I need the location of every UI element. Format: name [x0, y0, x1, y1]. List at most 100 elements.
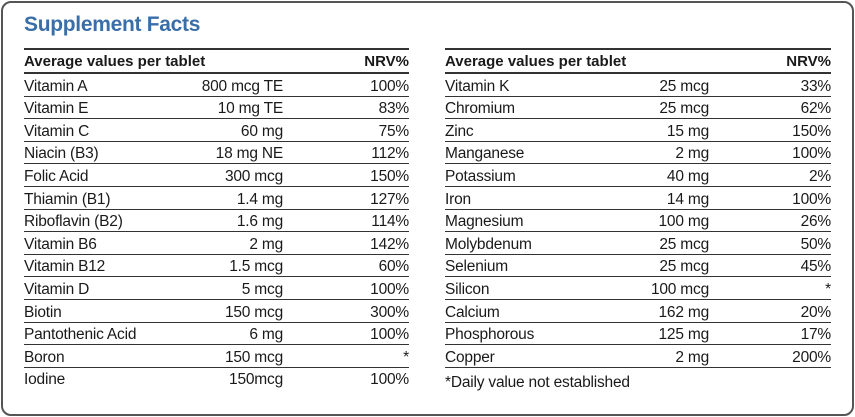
nutrient-amount: 2 mg: [675, 145, 709, 163]
nutrient-amount: 40 mg: [666, 167, 709, 185]
nutrient-nrv: 142%: [370, 235, 409, 253]
nutrient-nrv: *: [403, 348, 409, 366]
panel-title: Supplement Facts: [24, 13, 201, 36]
nutrient-nrv: 83%: [378, 100, 410, 118]
nutrient-row: Calcium 162 mg 20%: [445, 300, 831, 323]
table-header: Average values per tablet NRV%: [445, 48, 831, 74]
nutrient-nrv: 2%: [808, 167, 831, 185]
nutrient-name: Vitamin A: [24, 77, 88, 95]
nutrient-name: Chromium: [445, 100, 515, 118]
nutrient-name: Thiamin (B1): [24, 190, 111, 208]
nutrient-row: Selenium 25 mcg 45%: [445, 255, 831, 278]
nutrient-row: Vitamin D 5 mcg 100%: [24, 277, 409, 300]
nutrient-nrv: 114%: [371, 213, 409, 231]
nutrient-nrv: 75%: [378, 122, 410, 140]
header-label: Average values per tablet: [445, 52, 627, 70]
nutrient-name: Calcium: [445, 303, 500, 321]
nutrient-nrv: 100%: [370, 326, 409, 344]
nutrient-amount: 2 mg: [249, 235, 283, 253]
nutrient-amount: 162 mg: [658, 303, 710, 321]
nutrient-name: Iodine: [24, 371, 66, 389]
footnote: *Daily value not established: [445, 373, 630, 391]
nutrient-row: Chromium 25 mcg 62%: [445, 97, 831, 120]
header-nrv: NRV%: [786, 52, 831, 70]
nutrient-amount: 150mcg: [229, 371, 283, 389]
nutrient-name: Zinc: [445, 122, 474, 140]
nutrient-nrv: 100%: [370, 77, 409, 95]
nutrient-name: Manganese: [445, 145, 525, 163]
nutrient-row: Silicon 100 mcg *: [445, 277, 831, 300]
nutrient-nrv: 200%: [792, 348, 831, 366]
nutrient-name: Folic Acid: [24, 167, 89, 185]
nutrient-name: Vitamin E: [24, 100, 89, 118]
nutrient-row: Vitamin K 25 mcg 33%: [445, 74, 831, 97]
nutrient-row: Phosphorous 125 mg 17%: [445, 323, 831, 346]
nutrient-row: Pantothenic Acid 6 mg 100%: [24, 323, 409, 346]
nutrient-name: Vitamin C: [24, 122, 90, 140]
nutrient-row: Magnesium 100 mg 26%: [445, 210, 831, 233]
nutrient-nrv: 60%: [378, 258, 410, 276]
nutrient-row: Niacin (B3) 18 mg NE 112%: [24, 142, 409, 165]
nutrient-row: Zinc 15 mg 150%: [445, 119, 831, 142]
nutrient-name: Vitamin B12: [24, 258, 106, 276]
nutrient-name: Biotin: [24, 303, 62, 321]
nutrient-row: Biotin 150 mcg 300%: [24, 300, 409, 323]
nutrient-amount: 150 mcg: [224, 303, 283, 321]
nutrient-nrv: 45%: [800, 258, 832, 276]
nutrient-amount: 125 mg: [658, 326, 710, 344]
nutrient-name: Vitamin D: [24, 280, 90, 298]
nutrient-nrv: 150%: [792, 122, 831, 140]
nutrient-nrv: 100%: [792, 190, 831, 208]
nutrient-row: Riboflavin (B2) 1.6 mg 114%: [24, 210, 409, 233]
nutrient-row: Boron 150 mcg *: [24, 345, 409, 368]
nutrient-name: Niacin (B3): [24, 145, 99, 163]
nutrient-nrv: 20%: [800, 303, 832, 321]
nutrient-row: Iodine 150mcg 100%: [24, 368, 409, 390]
nutrient-name: Iron: [445, 190, 471, 208]
nutrient-row: Potassium 40 mg 2%: [445, 164, 831, 187]
nutrient-name: Vitamin K: [445, 77, 510, 95]
nutrient-name: Selenium: [445, 258, 509, 276]
nutrient-nrv: *: [825, 280, 831, 298]
nutrient-amount: 800 mcg TE: [201, 77, 283, 95]
right-nutrient-table: Average values per tablet NRV% Vitamin K…: [445, 48, 831, 392]
nutrient-row: Vitamin E 10 mg TE 83%: [24, 97, 409, 120]
nutrient-amount: 1.6 mg: [236, 213, 283, 231]
nutrient-nrv: 62%: [800, 100, 832, 118]
header-nrv: NRV%: [364, 52, 409, 70]
header-label: Average values per tablet: [24, 52, 206, 70]
nutrient-row: Vitamin C 60 mg 75%: [24, 119, 409, 142]
nutrient-nrv: 17%: [800, 326, 832, 344]
nutrient-name: Silicon: [445, 280, 490, 298]
nutrient-amount: 25 mcg: [659, 235, 709, 253]
nutrient-name: Potassium: [445, 167, 516, 185]
nutrient-amount: 150 mcg: [224, 348, 283, 366]
nutrient-row: Vitamin A 800 mcg TE 100%: [24, 74, 409, 97]
nutrient-row: Vitamin B12 1.5 mcg 60%: [24, 255, 409, 278]
nutrient-amount: 2 mg: [675, 348, 709, 366]
nutrient-amount: 18 mg NE: [215, 145, 284, 163]
nutrient-name: Magnesium: [445, 213, 524, 231]
nutrient-nrv: 100%: [370, 280, 409, 298]
nutrient-nrv: 100%: [792, 145, 831, 163]
nutrient-nrv: 33%: [800, 77, 832, 95]
left-nutrient-table: Average values per tablet NRV% Vitamin A…: [24, 48, 409, 389]
nutrient-name: Riboflavin (B2): [24, 213, 123, 231]
nutrient-nrv: 100%: [370, 371, 409, 389]
nutrient-amount: 100 mcg: [650, 280, 709, 298]
nutrient-amount: 25 mcg: [659, 77, 709, 95]
nutrient-row: Vitamin B6 2 mg 142%: [24, 232, 409, 255]
nutrient-row: Molybdenum 25 mcg 50%: [445, 232, 831, 255]
nutrient-amount: 1.4 mg: [236, 190, 283, 208]
nutrient-row: Thiamin (B1) 1.4 mg 127%: [24, 187, 409, 210]
nutrient-name: Pantothenic Acid: [24, 326, 137, 344]
nutrient-amount: 60 mg: [240, 122, 283, 140]
nutrient-name: Boron: [24, 348, 65, 366]
nutrient-nrv: 50%: [800, 235, 832, 253]
nutrient-nrv: 150%: [370, 167, 409, 185]
nutrient-nrv: 300%: [370, 303, 409, 321]
nutrient-name: Copper: [445, 348, 495, 366]
nutrient-name: Molybdenum: [445, 235, 532, 253]
nutrient-nrv: 26%: [800, 213, 832, 231]
